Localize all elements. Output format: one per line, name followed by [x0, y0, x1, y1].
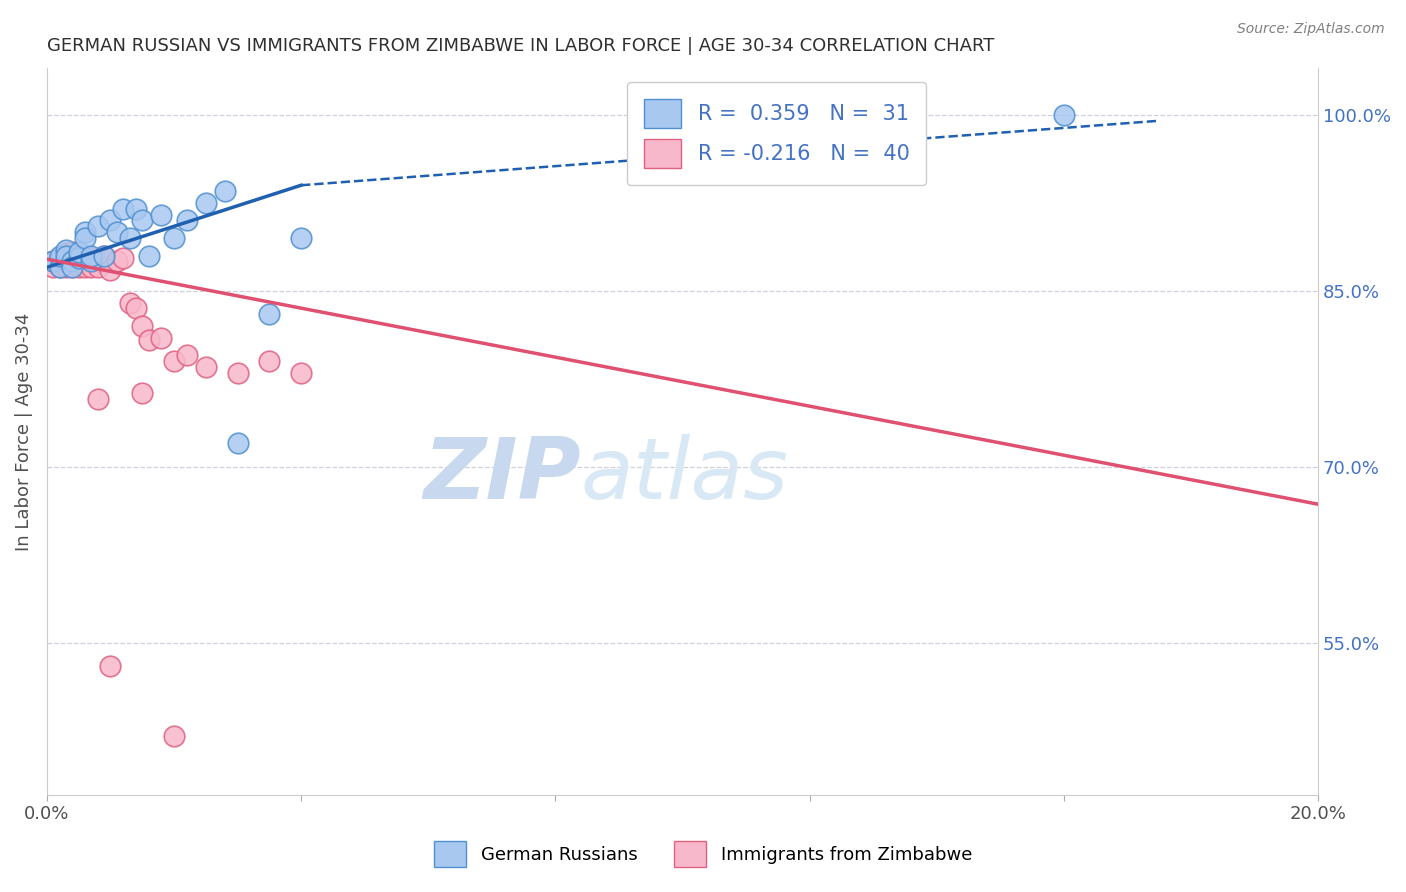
- Point: [259, 354, 281, 368]
- Point: [1053, 108, 1076, 122]
- Point: [163, 231, 186, 245]
- Point: [118, 295, 141, 310]
- Text: ZIP: ZIP: [423, 434, 581, 516]
- Point: [176, 213, 198, 227]
- Point: [100, 659, 122, 673]
- Point: [67, 245, 90, 260]
- Point: [105, 225, 128, 239]
- Point: [118, 231, 141, 245]
- Legend: R =  0.359   N =  31, R = -0.216   N =  40: R = 0.359 N = 31, R = -0.216 N = 40: [627, 82, 927, 185]
- Point: [42, 254, 65, 268]
- Point: [138, 249, 160, 263]
- Point: [55, 243, 77, 257]
- Text: GERMAN RUSSIAN VS IMMIGRANTS FROM ZIMBABWE IN LABOR FORCE | AGE 30-34 CORRELATIO: GERMAN RUSSIAN VS IMMIGRANTS FROM ZIMBAB…: [46, 37, 994, 55]
- Point: [125, 301, 148, 316]
- Point: [87, 254, 110, 268]
- Text: Source: ZipAtlas.com: Source: ZipAtlas.com: [1237, 22, 1385, 37]
- Point: [60, 251, 83, 265]
- Point: [290, 231, 312, 245]
- Point: [67, 254, 90, 268]
- Point: [80, 254, 103, 268]
- Point: [48, 260, 70, 275]
- Point: [87, 260, 110, 275]
- Point: [60, 254, 83, 268]
- Point: [194, 359, 217, 374]
- Point: [176, 348, 198, 362]
- Point: [131, 318, 153, 333]
- Point: [60, 260, 83, 275]
- Point: [105, 254, 128, 268]
- Point: [48, 249, 70, 263]
- Point: [67, 249, 90, 263]
- Point: [194, 195, 217, 210]
- Point: [259, 307, 281, 321]
- Legend: German Russians, Immigrants from Zimbabwe: German Russians, Immigrants from Zimbabw…: [426, 834, 980, 874]
- Point: [112, 251, 135, 265]
- Point: [60, 245, 83, 260]
- Point: [73, 254, 96, 268]
- Point: [48, 260, 70, 275]
- Point: [55, 260, 77, 275]
- Point: [87, 219, 110, 234]
- Point: [131, 213, 153, 227]
- Point: [125, 202, 148, 216]
- Point: [73, 225, 96, 239]
- Point: [87, 392, 110, 406]
- Point: [214, 184, 236, 198]
- Point: [55, 246, 77, 260]
- Point: [80, 251, 103, 265]
- Point: [226, 366, 249, 380]
- Point: [55, 254, 77, 268]
- Point: [93, 249, 115, 263]
- Point: [55, 249, 77, 263]
- Point: [48, 254, 70, 268]
- Point: [100, 262, 122, 277]
- Point: [80, 260, 103, 275]
- Point: [163, 730, 186, 744]
- Point: [150, 208, 173, 222]
- Point: [138, 333, 160, 347]
- Point: [131, 385, 153, 400]
- Point: [42, 260, 65, 275]
- Point: [67, 260, 90, 275]
- Text: atlas: atlas: [581, 434, 789, 516]
- Y-axis label: In Labor Force | Age 30-34: In Labor Force | Age 30-34: [15, 312, 32, 550]
- Point: [73, 260, 96, 275]
- Point: [73, 231, 96, 245]
- Point: [67, 251, 90, 265]
- Point: [150, 331, 173, 345]
- Point: [112, 202, 135, 216]
- Point: [93, 249, 115, 263]
- Point: [163, 354, 186, 368]
- Point: [226, 436, 249, 450]
- Point: [60, 260, 83, 275]
- Point: [73, 251, 96, 265]
- Point: [48, 251, 70, 265]
- Point: [100, 213, 122, 227]
- Point: [42, 254, 65, 268]
- Point: [80, 249, 103, 263]
- Point: [290, 366, 312, 380]
